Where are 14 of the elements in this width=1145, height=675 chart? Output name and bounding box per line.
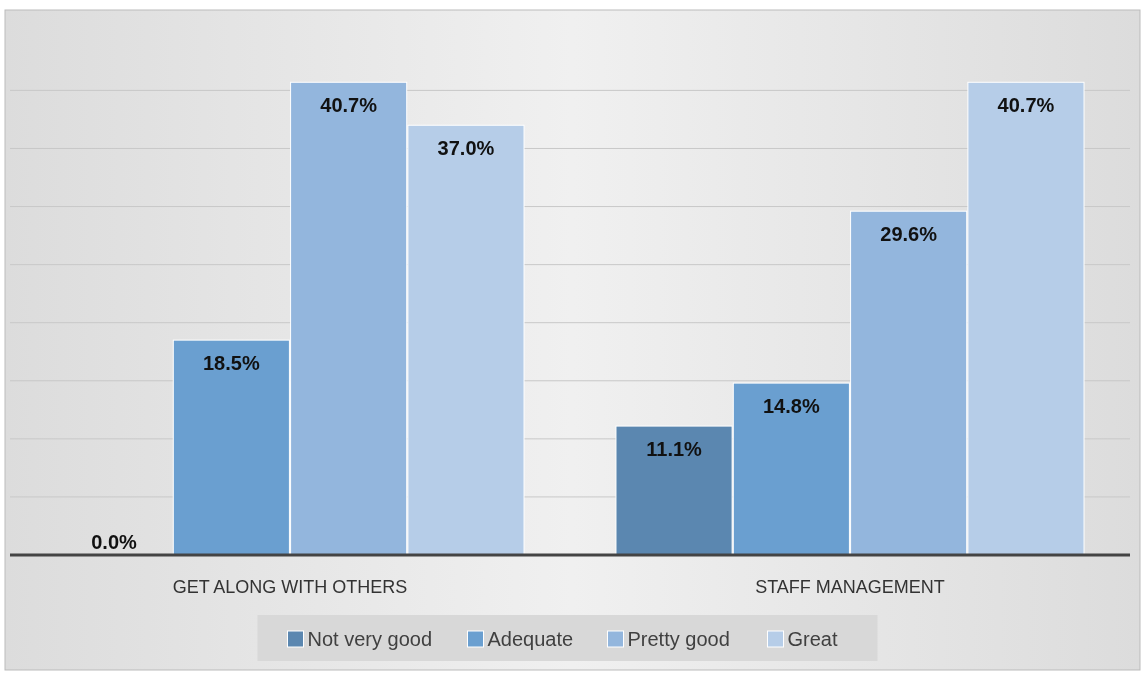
- data-label: 40.7%: [997, 94, 1055, 117]
- data-label: 14.8%: [762, 395, 820, 418]
- data-label: 0.0%: [91, 531, 138, 553]
- legend-label: Pretty good: [627, 628, 730, 650]
- x-tick-label: STAFF MANAGEMENT: [755, 577, 945, 597]
- data-label: 11.1%: [646, 438, 703, 461]
- legend-label: Adequate: [487, 628, 574, 650]
- data-label: 37.0%: [437, 137, 495, 160]
- legend-label: Great: [787, 628, 838, 650]
- legend-label: Not very good: [307, 628, 433, 650]
- data-label: 40.7%: [320, 94, 378, 117]
- data-label: 29.6%: [880, 223, 938, 246]
- x-tick-label: GET ALONG WITH OTHERS: [172, 577, 408, 597]
- data-label: 18.5%: [202, 352, 260, 375]
